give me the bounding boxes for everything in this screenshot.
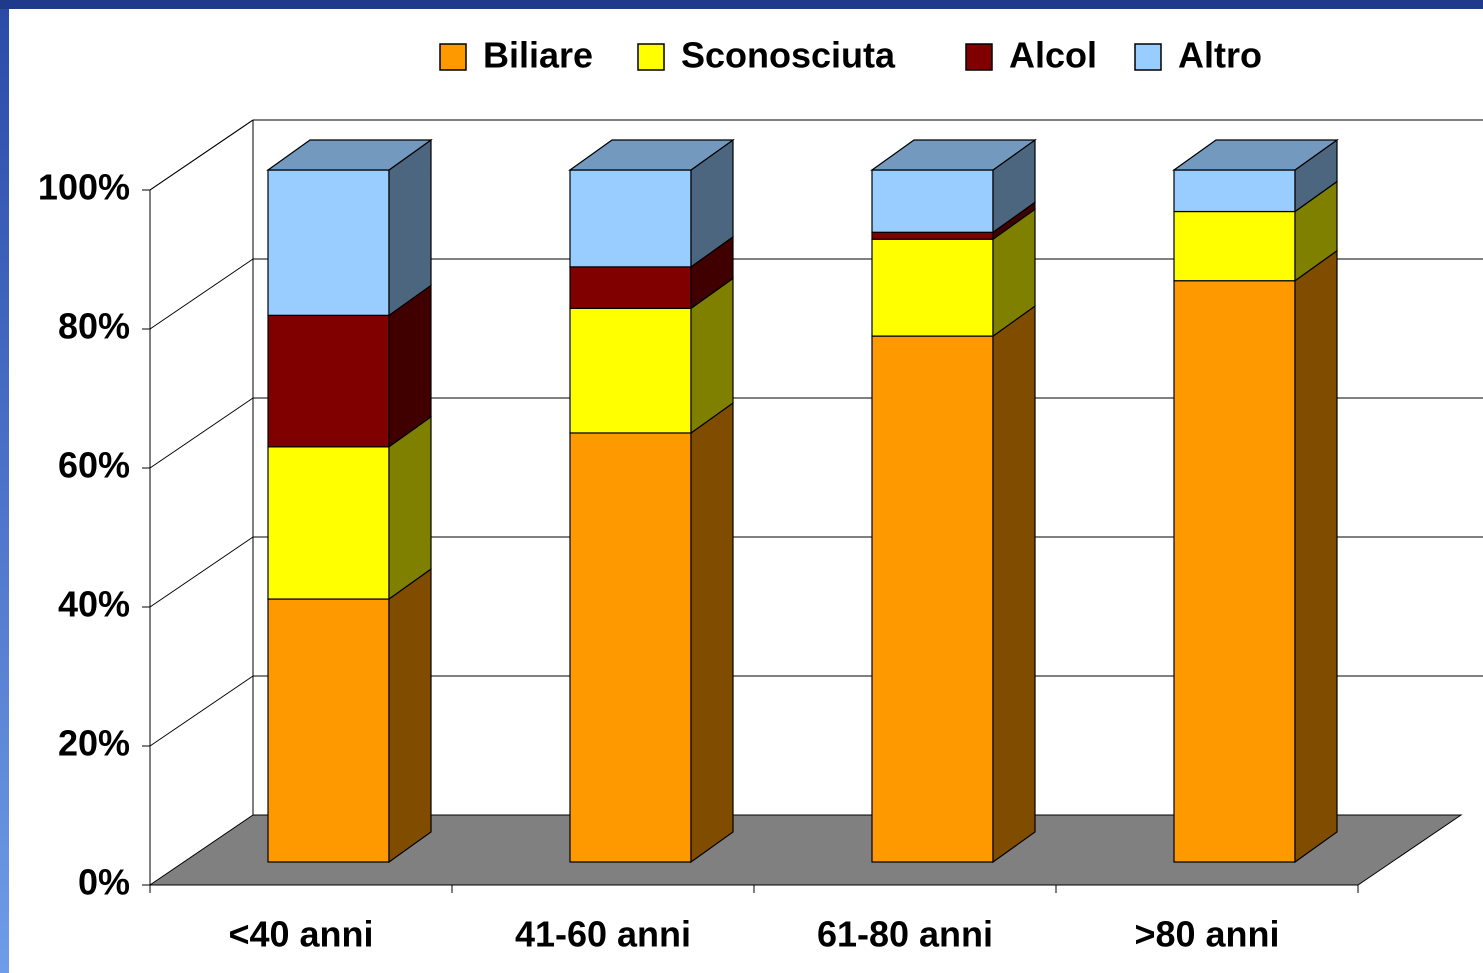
bar-side xyxy=(388,415,432,601)
bar xyxy=(871,335,994,863)
bar-side xyxy=(992,304,1036,864)
y-tick-label: 100% xyxy=(38,167,130,208)
bar xyxy=(569,432,692,863)
x-tick-label: <40 anni xyxy=(228,914,373,955)
bar xyxy=(1173,169,1296,213)
bar xyxy=(267,598,390,863)
bar-side xyxy=(1294,249,1338,864)
grid-line xyxy=(149,536,254,608)
bar xyxy=(871,231,994,240)
legend-swatch xyxy=(439,43,467,71)
legend-label: Biliare xyxy=(483,35,593,76)
x-tick-label: 61-80 anni xyxy=(817,914,993,955)
grid-line xyxy=(149,675,254,747)
bar xyxy=(1173,210,1296,282)
bar xyxy=(871,169,994,233)
bar xyxy=(267,314,390,448)
bar xyxy=(569,169,692,268)
y-tick-label: 80% xyxy=(58,306,130,347)
x-tick-label: 41-60 anni xyxy=(515,914,691,955)
grid-line xyxy=(149,397,254,469)
bar xyxy=(267,446,390,600)
legend-label: Alcol xyxy=(1009,35,1097,76)
y-tick-label: 0% xyxy=(78,862,130,903)
grid-line xyxy=(149,258,254,330)
bar xyxy=(1173,280,1296,863)
y-tick-label: 20% xyxy=(58,723,130,764)
legend-swatch xyxy=(1134,43,1162,71)
legend-label: Sconosciuta xyxy=(681,35,896,76)
y-tick-label: 40% xyxy=(58,584,130,625)
legend-label: Altro xyxy=(1178,35,1262,76)
bar-top xyxy=(568,139,735,171)
bar xyxy=(569,307,692,434)
bar xyxy=(871,238,994,337)
legend-swatch xyxy=(637,43,665,71)
bar xyxy=(267,169,390,316)
y-tick-label: 60% xyxy=(58,445,130,486)
top-band xyxy=(0,0,1483,9)
grid-line xyxy=(149,119,254,191)
bar-top xyxy=(266,139,433,171)
x-tick-label: >80 anni xyxy=(1134,914,1279,955)
bar-side xyxy=(388,138,432,317)
bar-side xyxy=(388,567,432,864)
bar-top xyxy=(870,139,1037,171)
bar-side xyxy=(690,401,734,864)
bar-top xyxy=(1172,139,1339,171)
legend-swatch xyxy=(965,43,993,71)
bar xyxy=(569,266,692,310)
